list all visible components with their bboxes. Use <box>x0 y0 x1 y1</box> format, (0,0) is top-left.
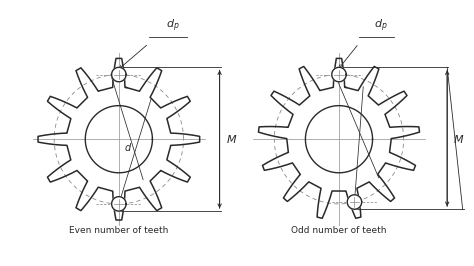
Text: Even number of teeth: Even number of teeth <box>69 226 169 235</box>
Polygon shape <box>112 197 126 211</box>
Text: $d$: $d$ <box>124 141 132 153</box>
Polygon shape <box>332 67 346 82</box>
Text: $d_p$: $d_p$ <box>166 17 180 34</box>
Text: $M$: $M$ <box>226 133 237 145</box>
Text: $M$: $M$ <box>454 133 465 145</box>
Text: Odd number of teeth: Odd number of teeth <box>291 226 387 235</box>
Text: $d_p$: $d_p$ <box>374 17 387 34</box>
Polygon shape <box>112 67 126 82</box>
Polygon shape <box>347 195 362 209</box>
